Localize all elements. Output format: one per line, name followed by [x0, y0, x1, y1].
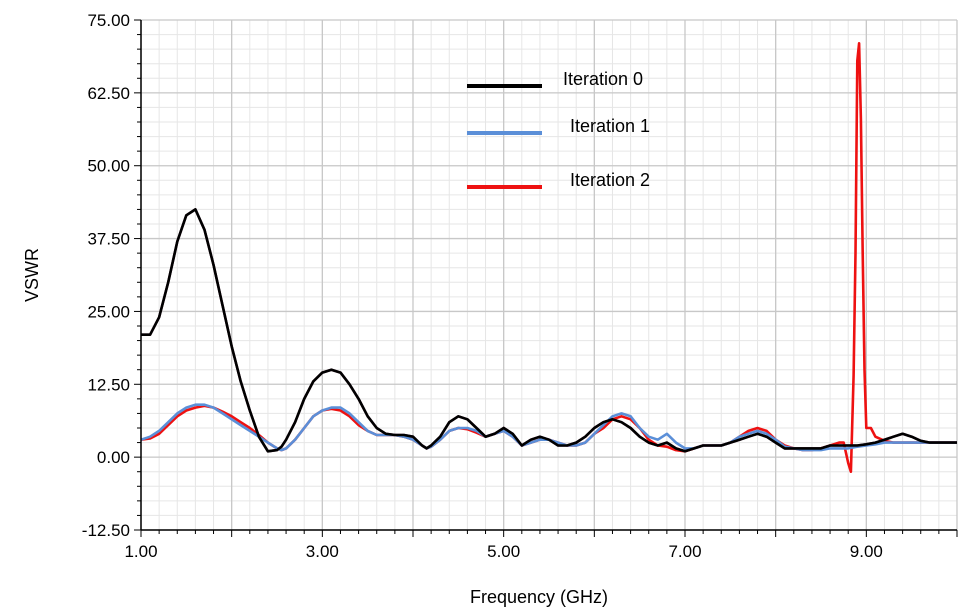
y-tick-label: 25.00 — [87, 302, 130, 321]
x-tick-label: 1.00 — [124, 542, 157, 561]
y-tick-label: 0.00 — [97, 448, 130, 467]
y-tick-label: 37.50 — [87, 230, 130, 249]
y-tick-label: -12.50 — [82, 521, 130, 540]
series-line-3 — [141, 208, 957, 453]
x-axis-label: Frequency (GHz) — [470, 587, 608, 607]
tick-labels: 1.00 3.00 5.00 7.00 9.00 -12.50 0.00 12.50 25.00… — [82, 11, 883, 561]
major-grid — [140, 19, 958, 531]
x-tick-label: 9.00 — [850, 542, 883, 561]
legend-label-1: Iteration 1 — [570, 116, 650, 136]
legend-label-0: Iteration 0 — [563, 69, 643, 89]
legend: Iteration 0 Iteration 1 Iteration 2 — [467, 69, 650, 190]
y-tick-label: 50.00 — [87, 157, 130, 176]
minor-grid — [140, 19, 958, 531]
series-line-0 — [141, 208, 957, 453]
axes — [140, 20, 957, 531]
series-layer — [140, 42, 957, 473]
y-tick-label: 62.50 — [87, 84, 130, 103]
x-tick-label: 7.00 — [668, 542, 701, 561]
y-axis-label: VSWR — [22, 248, 42, 302]
x-tick-label: 3.00 — [306, 542, 339, 561]
x-tick-label: 5.00 — [487, 542, 520, 561]
y-tick-label: 12.50 — [87, 375, 130, 394]
y-tick-label: 75.00 — [87, 11, 130, 30]
tick-marks — [134, 19, 958, 537]
legend-label-2: Iteration 2 — [570, 170, 650, 190]
